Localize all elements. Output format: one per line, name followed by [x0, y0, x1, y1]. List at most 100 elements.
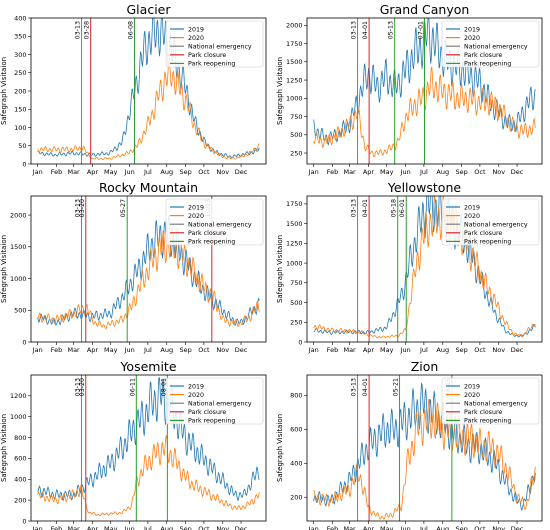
x-tick-label: Oct [474, 525, 486, 530]
x-tick-label: Apr [363, 346, 375, 354]
x-tick-label: Nov [216, 525, 229, 530]
legend-box [165, 20, 264, 68]
y-tick-label: 400 [290, 460, 302, 468]
plot-frame [30, 374, 267, 522]
y-tick-label: 150 [14, 106, 26, 114]
y-axis-label: Safegraph Visitaion [276, 57, 284, 125]
x-tick-label: May [104, 525, 118, 530]
x-tick-label: Aug [160, 346, 173, 354]
x-tick-label: Mar [67, 168, 80, 176]
x-tick-label: Sep [180, 346, 192, 354]
legend-label: 2019 [188, 383, 204, 390]
legend-label: Park reopening [464, 239, 511, 246]
x-tick-label: Sep [180, 525, 192, 530]
x-tick-label: Nov [492, 168, 505, 176]
x-tick-label: Jun [400, 168, 411, 176]
panel-rocky-mountain: Rocky Mountain 0 500 1000 1500 2000 Jan Feb Mar A… [0, 180, 267, 354]
legend-label: Park closure [464, 409, 502, 416]
x-tick-label: Jan [32, 346, 43, 354]
legend-label: National emergency [464, 222, 528, 229]
x-tick-label: Sep [456, 346, 468, 354]
legend-label: Park closure [188, 230, 226, 237]
panel-yellowstone: Yellowstone 0 250 500 750 1000 1250 1500 1750 Jan… [276, 180, 543, 354]
event-label: 04-01 [362, 378, 369, 396]
y-tick-label: 800 [290, 392, 302, 400]
legend-label: National emergency [188, 44, 252, 51]
x-tick-label: Jul [143, 346, 152, 354]
x-tick-label: Aug [160, 168, 173, 176]
x-tick-label: Aug [436, 168, 449, 176]
legend-label: Park reopening [188, 239, 235, 246]
y-tick-label: 250 [290, 319, 302, 327]
legend-label: 2019 [464, 204, 480, 211]
y-tick-label: 1000 [286, 95, 303, 103]
y-axis-label: Safegraph Visitaion [276, 414, 284, 482]
y-tick-label: 2000 [10, 211, 27, 219]
y-tick-label: 600 [290, 426, 302, 434]
plot-area [313, 196, 536, 339]
legend-label: National emergency [188, 222, 252, 229]
y-tick-label: 0 [22, 517, 26, 525]
y-tick-label: 1200 [10, 392, 27, 400]
y-tick-label: 200 [290, 494, 302, 502]
x-tick-label: Dec [511, 346, 524, 354]
x-tick-label: Jan [308, 525, 319, 530]
x-tick-label: Apr [87, 168, 99, 176]
x-tick-label: Jan [308, 168, 319, 176]
y-tick-label: 200 [14, 87, 26, 95]
legend-label: Park reopening [188, 418, 235, 425]
legend-label: National emergency [464, 401, 528, 408]
x-tick-label: Feb [51, 168, 63, 176]
x-tick-label: Dec [235, 525, 248, 530]
x-tick-label: Jul [419, 346, 428, 354]
x-tick-label: Jul [143, 168, 152, 176]
event-label: 06-11 [129, 378, 136, 396]
plot-frame [30, 17, 267, 165]
legend-label: 2019 [464, 26, 480, 33]
x-tick-label: May [104, 168, 118, 176]
series-2019 [37, 215, 260, 327]
x-tick-label: Jan [32, 168, 43, 176]
x-tick-label: May [104, 346, 118, 354]
y-tick-label: 1000 [286, 259, 303, 267]
legend-label: 2020 [188, 35, 204, 42]
event-label: 06-01 [399, 199, 406, 217]
panel-title: Yellowstone [387, 180, 461, 195]
x-tick-label: Jun [400, 525, 411, 530]
legend-label: Park closure [188, 52, 226, 59]
x-tick-label: Feb [327, 168, 339, 176]
y-tick-label: 600 [14, 455, 26, 463]
legend-label: Park closure [188, 409, 226, 416]
panel-grand-canyon: Grand Canyon 250 500 750 1000 1250 1500 1750 200… [276, 2, 543, 176]
event-label: 03-28 [84, 21, 91, 39]
x-tick-label: Apr [363, 525, 375, 530]
legend-label: Park closure [464, 52, 502, 59]
x-tick-label: Jun [124, 346, 135, 354]
y-tick-label: 500 [14, 307, 26, 315]
x-tick-label: Oct [474, 346, 486, 354]
legend-label: National emergency [464, 44, 528, 51]
x-tick-label: Mar [67, 525, 80, 530]
y-tick-label: 1000 [10, 413, 27, 421]
plot-frame [30, 195, 267, 343]
x-tick-label: Aug [160, 525, 173, 530]
y-tick-label: 1500 [286, 58, 303, 66]
plot-frame [306, 17, 543, 165]
legend-box [441, 198, 540, 246]
legend-label: National emergency [188, 401, 252, 408]
event-label: 03-13 [75, 378, 82, 396]
legend-label: 2020 [464, 392, 480, 399]
x-tick-label: May [380, 525, 394, 530]
y-tick-label: 0 [22, 338, 26, 346]
y-tick-label: 250 [290, 149, 302, 157]
legend-label: 2020 [188, 213, 204, 220]
x-tick-label: May [380, 346, 394, 354]
event-label: 03-13 [351, 21, 358, 39]
legend-label: Park closure [464, 230, 502, 237]
y-tick-label: 800 [14, 434, 26, 442]
